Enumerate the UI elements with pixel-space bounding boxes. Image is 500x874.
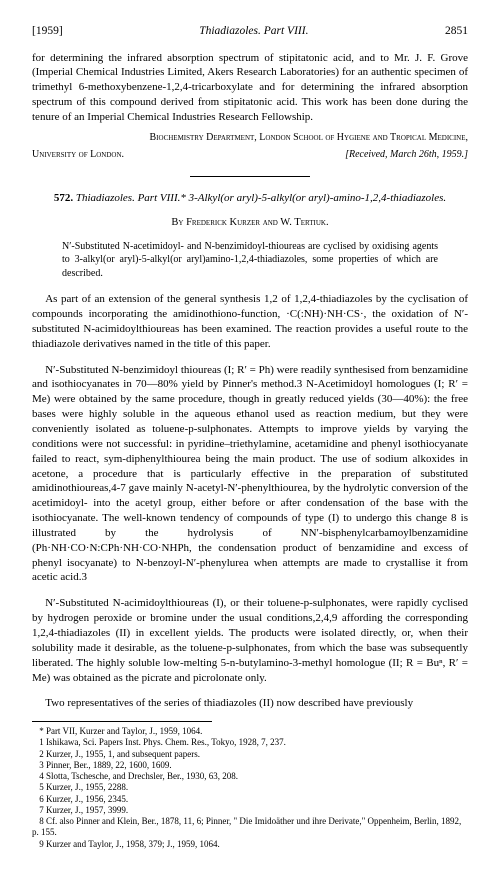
body-paragraph: N′-Substituted N-acimidoylthioureas (I),… <box>32 596 468 685</box>
acknowledgements-paragraph: for determining the infrared absorption … <box>32 51 468 125</box>
header-page: 2851 <box>445 24 468 40</box>
footnote: 7 Kurzer, J., 1957, 3999. <box>32 805 468 816</box>
footnote: 9 Kurzer and Taylor, J., 1958, 379; J., … <box>32 839 468 850</box>
affiliation-line-2: University of London. <box>32 148 345 168</box>
footnote: 6 Kurzer, J., 1956, 2345. <box>32 794 468 805</box>
header-title: Thiadiazoles. Part VIII. <box>199 24 308 40</box>
body-paragraph: As part of an extension of the general s… <box>32 292 468 351</box>
section-rule <box>190 176 310 177</box>
abstract: N′-Substituted N-acetimidoyl- and N-benz… <box>62 240 438 281</box>
footnote: 4 Slotta, Tschesche, and Drechsler, Ber.… <box>32 771 468 782</box>
footnote: * Part VII, Kurzer and Taylor, J., 1959,… <box>32 726 468 737</box>
article-title-sub: 3-Alkyl(or aryl)-5-alkyl(or aryl)-amino-… <box>189 192 447 204</box>
article-title: 572. Thiadiazoles. Part VIII.* 3-Alkyl(o… <box>32 191 468 206</box>
footnote: 2 Kurzer, J., 1955, 1, and subsequent pa… <box>32 749 468 760</box>
authors: By Frederick Kurzer and W. Tertiuk. <box>171 217 328 228</box>
byline: By Frederick Kurzer and W. Tertiuk. <box>32 216 468 230</box>
received-date: [Received, March 26th, 1959.] <box>345 148 468 162</box>
running-head: [1959] Thiadiazoles. Part VIII. 2851 <box>32 24 468 40</box>
footnote: 1 Ishikawa, Sci. Papers Inst. Phys. Chem… <box>32 737 468 748</box>
header-year: [1959] <box>32 24 63 40</box>
body-paragraph: Two representatives of the series of thi… <box>32 696 468 711</box>
footnote: 8 Cf. also Pinner and Klein, Ber., 1878,… <box>32 816 468 839</box>
article-title-main: Thiadiazoles. Part VIII.* <box>76 192 186 204</box>
footnote: 5 Kurzer, J., 1955, 2288. <box>32 782 468 793</box>
article-number: 572. <box>54 192 73 204</box>
affiliation-line-1: Biochemistry Department, London School o… <box>32 131 468 145</box>
footnote: 3 Pinner, Ber., 1889, 22, 1600, 1609. <box>32 760 468 771</box>
body-paragraph: N′-Substituted N-benzimidoyl thioureas (… <box>32 363 468 586</box>
footnotes: * Part VII, Kurzer and Taylor, J., 1959,… <box>32 726 468 850</box>
